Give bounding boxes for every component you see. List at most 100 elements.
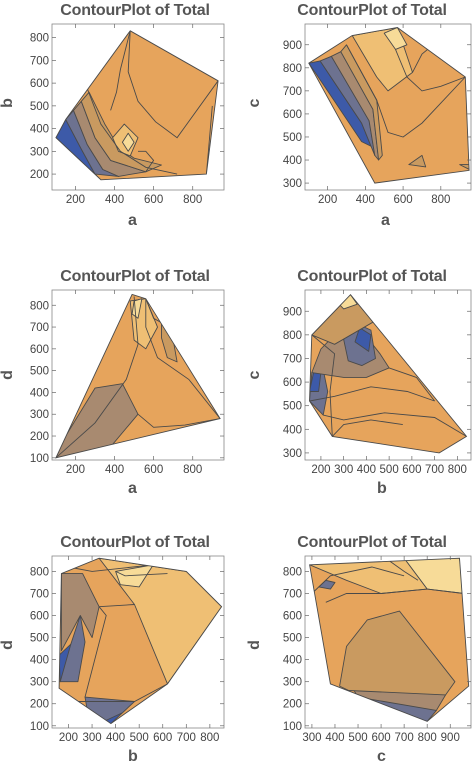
y-tick-label: 100: [30, 721, 49, 733]
contour-line: [323, 412, 467, 437]
y-tick-label: 700: [30, 55, 49, 67]
y-tick-label: 600: [30, 344, 49, 356]
x-tick-label: 600: [393, 194, 412, 206]
x-tick-label: 400: [357, 464, 376, 476]
y-tick-label: 600: [30, 78, 49, 90]
chart-title: ContourPlot of Total: [60, 2, 210, 19]
contour-panel-1: ContourPlot of Total b a 200 400 600 800 200…: [0, 0, 237, 256]
contour-line: [325, 588, 465, 603]
y-tick-label: 400: [283, 424, 302, 436]
contour-line: [110, 30, 131, 111]
chart-title: ContourPlot of Total: [297, 534, 447, 551]
y-tick-label: 200: [283, 699, 302, 711]
contour-region-brown-orange: [408, 154, 427, 168]
x-tick-label: 800: [183, 194, 202, 206]
y-tick-label: 500: [283, 401, 302, 413]
contour-line: [385, 558, 419, 581]
contour-panel-6: ContourPlot of Total d c 300 400 500 600 700…: [237, 512, 474, 770]
y-tick-label: 400: [30, 387, 49, 399]
y-tick-label: 100: [30, 453, 49, 465]
y-axis-label: d: [246, 640, 263, 650]
contour-plot: 200 400 600 800 100 200 300 400 500 600 700 800: [30, 289, 225, 476]
x-tick-label: 300: [334, 464, 353, 476]
x-tick-label: 800: [183, 464, 202, 476]
y-tick-label: 700: [30, 588, 49, 600]
contour-plot: 200 300 400 500 600 700 8003004005006007008009…: [283, 289, 472, 476]
x-tick-label: 300: [302, 732, 321, 744]
contour-line: [84, 606, 107, 698]
contour-line: [115, 570, 168, 577]
x-tick-label: 400: [106, 732, 125, 744]
y-tick-label: 800: [30, 33, 49, 45]
y-tick-label: 800: [30, 300, 49, 312]
contour-panel-3: ContourPlot of Total d a 200 400 600 800 100…: [0, 256, 237, 512]
x-tick-label: 200: [66, 194, 85, 206]
y-tick-label: 700: [283, 588, 302, 600]
contour-panel-4: ContourPlot of Total c b 200 300 400 500 600…: [237, 256, 474, 512]
y-tick-label: 400: [283, 155, 302, 167]
x-tick-label: 600: [144, 464, 163, 476]
contour-hull-outline: [309, 294, 468, 454]
y-tick-label: 800: [283, 330, 302, 342]
x-tick-label: 700: [395, 732, 414, 744]
x-axis-label: a: [128, 480, 137, 497]
y-tick-label: 300: [283, 448, 302, 460]
x-tick-label: 800: [200, 732, 219, 744]
contour-line: [127, 30, 219, 139]
y-tick-label: 300: [30, 677, 49, 689]
x-tick-label: 400: [356, 194, 375, 206]
x-tick-label: 800: [431, 194, 450, 206]
x-tick-label: 200: [66, 464, 85, 476]
y-tick-label: 200: [30, 431, 49, 443]
y-tick-label: 300: [30, 146, 49, 158]
x-tick-label: 500: [348, 732, 367, 744]
x-tick-label: 600: [144, 194, 163, 206]
chart-title: ContourPlot of Total: [297, 268, 447, 285]
contour-hull-outline: [308, 27, 470, 184]
y-tick-label: 600: [30, 611, 49, 623]
y-tick-label: 900: [283, 306, 302, 318]
x-tick-label: 700: [425, 464, 444, 476]
x-tick-label: 800: [448, 464, 467, 476]
contour-hull-outline: [309, 557, 470, 722]
y-tick-label: 700: [283, 353, 302, 365]
y-tick-label: 200: [30, 169, 49, 181]
contour-region-deep-blue: [354, 327, 372, 352]
x-axis-label: a: [381, 212, 390, 229]
contour-plot: 300 400 500 600 700 800 900 100 200 300 400 500 600 7…: [283, 555, 472, 744]
x-tick-label: 400: [325, 732, 344, 744]
y-tick-label: 300: [283, 178, 302, 190]
contour-hull-outline: [55, 293, 221, 459]
chart-title: ContourPlot of Total: [60, 268, 210, 285]
x-tick-label: 400: [105, 464, 124, 476]
contour-plot: 200 400 600 800 200 300 400 500 600 700 800: [30, 23, 225, 206]
x-axis-label: b: [128, 748, 138, 765]
contour-hull-outline: [58, 557, 223, 725]
contour-plot: 200 400 600 800 300 400 500 600 700 800 900: [283, 23, 472, 206]
x-tick-label: 200: [318, 194, 337, 206]
y-tick-label: 600: [283, 109, 302, 121]
y-tick-label: 700: [283, 86, 302, 98]
y-tick-label: 400: [283, 655, 302, 667]
contour-line: [395, 49, 466, 92]
y-tick-label: 500: [30, 101, 49, 113]
contour-line: [311, 566, 405, 594]
contour-region-brown-orange: [339, 610, 456, 696]
x-axis-label: b: [377, 480, 387, 497]
y-tick-label: 900: [283, 40, 302, 52]
y-axis-label: d: [0, 370, 16, 380]
y-tick-label: 500: [283, 633, 302, 645]
y-axis-label: b: [0, 98, 16, 108]
x-tick-label: 200: [311, 464, 330, 476]
y-tick-label: 600: [283, 611, 302, 623]
contour-region-pale: [383, 27, 408, 50]
contour-line: [145, 298, 221, 419]
chart-title: ContourPlot of Total: [60, 534, 210, 551]
contour-line: [346, 44, 466, 138]
y-tick-label: 300: [30, 409, 49, 421]
contour-line: [137, 413, 221, 428]
x-tick-label: 600: [153, 732, 172, 744]
contour-panel-2: ContourPlot of Total c a 200 400 600 800 300…: [237, 0, 474, 256]
y-tick-label: 100: [283, 721, 302, 733]
y-axis-label: c: [246, 98, 263, 108]
